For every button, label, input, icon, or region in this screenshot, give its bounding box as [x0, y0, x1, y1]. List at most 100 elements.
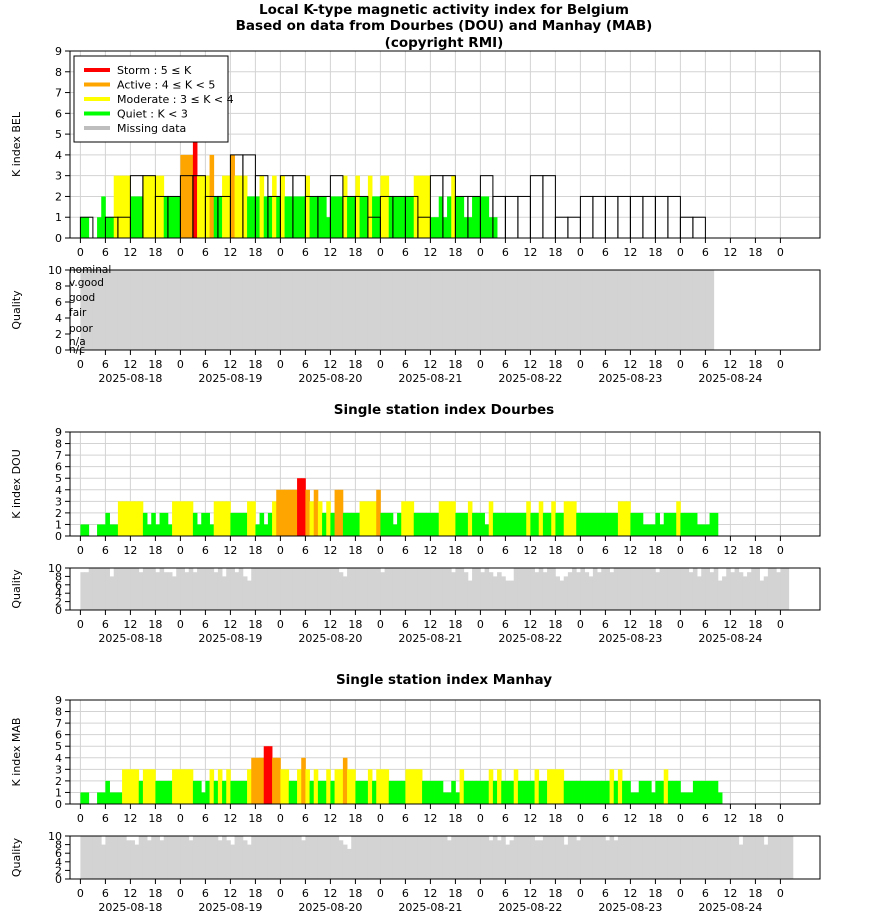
dou-quality-bar — [438, 568, 444, 610]
bel-border — [69, 50, 821, 239]
dou-quality-bar — [555, 576, 560, 610]
dou-bar — [530, 512, 535, 536]
bel-bar — [409, 196, 415, 238]
bel-quality-bar — [209, 270, 215, 350]
dou-bar — [109, 524, 115, 536]
dou-y-tick-label: 0 — [55, 530, 62, 543]
mab-quality-bar — [255, 836, 260, 879]
mab-bar — [484, 780, 490, 804]
dou-bar — [213, 501, 219, 536]
mab-bar — [530, 780, 535, 804]
bel-quality-bar — [647, 270, 652, 350]
bel-bar — [163, 196, 169, 238]
bel-bar — [122, 175, 127, 238]
bel-bar — [205, 175, 210, 238]
dou-quality-bar — [659, 568, 665, 610]
mab-quality-x-tick-label: 18 — [148, 887, 162, 900]
bel-quality-bar — [134, 270, 140, 350]
dou-quality-bar — [80, 572, 85, 610]
mab-x-tick-label: 6 — [402, 812, 409, 825]
bel-quality-bar — [413, 270, 419, 350]
dou-quality-bar — [538, 568, 544, 610]
mab-bar — [651, 792, 656, 804]
bel-y-tick-label: 8 — [55, 66, 62, 79]
dou-quality-bar — [392, 568, 398, 610]
dou-bar — [167, 524, 173, 536]
mab-bar — [359, 780, 365, 804]
dou-bar — [276, 489, 281, 536]
dou-x-axis: 0 6 12 18 0 6 12 18 0 6 12 18 0 6 12 18 0 6 12 18 0 6 12 18 0 6 12… — [77, 536, 784, 557]
dou-quality-bar — [738, 572, 744, 610]
dou-x-tick-label: 0 — [277, 544, 284, 557]
mab-quality-x-tick-label: 12 — [423, 887, 437, 900]
bel-bar — [184, 154, 190, 238]
bel-y-tick-label: 2 — [55, 190, 62, 203]
dou-bar — [397, 512, 402, 536]
mab-bar — [501, 780, 506, 804]
legend-label: Quiet : K < 3 — [117, 108, 188, 121]
mab-quality-x-tick-label: 6 — [602, 887, 609, 900]
mab-quality-bar — [384, 836, 390, 879]
mab-quality-bar — [92, 836, 98, 879]
bel-bar — [263, 196, 269, 238]
mab-quality-bar — [276, 836, 281, 879]
dou-quality-y-tick-label: 10 — [48, 562, 62, 575]
mab-quality-bar — [80, 836, 85, 879]
dou-bar — [542, 512, 548, 536]
bel-quality-bar — [242, 270, 248, 350]
dou-bar — [434, 512, 440, 536]
mab-y-tick-label: 9 — [55, 694, 62, 707]
dou-quality-bar — [488, 572, 494, 610]
mab-quality-bar — [413, 836, 419, 879]
bel-quality-x-tick-label: 0 — [777, 358, 784, 371]
dou-bar — [251, 501, 256, 536]
dou-quality-x-tick-label: 0 — [277, 618, 284, 631]
bel-bar — [159, 175, 165, 238]
bel-bar — [188, 154, 194, 238]
dou-quality-bar — [301, 568, 306, 610]
bel-quality-bar — [176, 270, 181, 350]
mab-quality-y-axis-label: Quality — [10, 837, 23, 877]
manhay-panel-title: Single station index Manhay — [336, 672, 552, 688]
dou-y-tick-label: 1 — [55, 518, 62, 531]
dou-quality-bar — [584, 572, 590, 610]
mab-bar — [680, 792, 685, 804]
dou-quality-bar — [747, 572, 752, 610]
bel-quality-bar — [122, 270, 127, 350]
dou-quality-x-tick-label: 0 — [577, 618, 584, 631]
bel-bar — [359, 196, 365, 238]
bel-quality-bar — [151, 270, 156, 350]
mab-quality-bar — [184, 836, 190, 879]
bel-quality-bar — [472, 270, 477, 350]
dou-quality-bar — [122, 568, 127, 610]
mab-quality-bar — [555, 836, 560, 879]
bel-y-tick-label: 0 — [55, 232, 62, 245]
bel-quality-bar — [672, 270, 677, 350]
bel-bar — [342, 175, 348, 238]
dou-quality-bar — [272, 568, 277, 610]
bel-x-tick-label: 12 — [323, 246, 337, 259]
bel-quality-bar — [280, 270, 285, 350]
bel-quality-bar — [392, 270, 398, 350]
bel-bar — [217, 196, 223, 238]
dou-bar — [284, 489, 290, 536]
mab-bar — [197, 780, 202, 804]
mab-bar — [647, 780, 652, 804]
dou-quality-bar — [159, 568, 165, 610]
mab-bar — [434, 780, 440, 804]
mab-bar — [601, 780, 606, 804]
bel-bar — [326, 217, 331, 238]
dou-bar — [680, 512, 685, 536]
bel-bar — [267, 196, 273, 238]
dou-x-tick-label: 6 — [302, 544, 309, 557]
bel-x-tick-label: 0 — [277, 246, 284, 259]
mab-bar — [367, 769, 373, 804]
mab-bar — [663, 769, 669, 804]
dou-quality-bar — [763, 576, 769, 610]
mab-quality-bar — [697, 836, 702, 879]
bel-quality-y-tick-label: 4 — [55, 312, 62, 325]
mab-quality-bar — [105, 836, 110, 879]
bel-quality-bar — [263, 270, 269, 350]
mab-bar — [655, 780, 660, 804]
figure-title: Local K-type magnetic activity index for… — [236, 2, 653, 51]
